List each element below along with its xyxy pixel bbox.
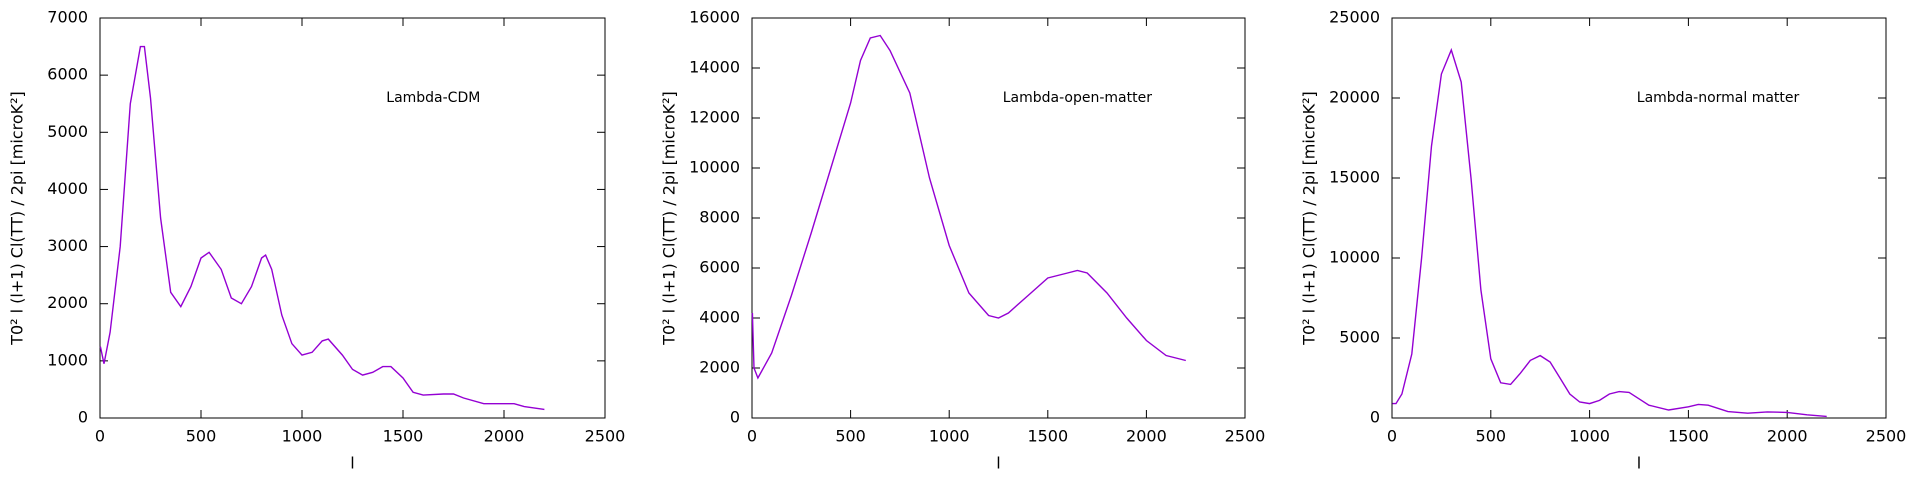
y-tick-label: 6000 [699,258,740,277]
y-axis-label: T0² l (l+1) Cl(TT) / 2pi [microK²] [660,91,679,346]
annotation: Lambda-CDM [386,90,480,106]
y-tick-label: 8000 [699,208,740,227]
y-tick-label: 15000 [1329,168,1380,187]
x-tick-label: 2500 [585,427,626,446]
y-tick-label: 14000 [689,58,740,77]
y-tick-label: 10000 [1329,248,1380,267]
x-tick-label: 2500 [1866,427,1907,446]
x-tick-label: 1500 [1027,427,1068,446]
plot-frame [1391,17,1887,419]
y-tick-label: 5000 [47,122,88,141]
y-tick-label: 1000 [47,350,88,369]
y-tick-label: 2000 [47,293,88,312]
x-tick-label: 2000 [1126,427,1167,446]
x-axis-label: l [350,454,354,473]
x-tick-label: 0 [95,427,105,446]
y-axis-label: T0² l (l+1) Cl(TT) / 2pi [microK²] [8,91,27,346]
y-tick-label: 20000 [1329,88,1380,107]
annotation: Lambda-normal matter [1637,90,1800,106]
y-tick-label: 0 [78,408,88,427]
x-tick-label: 1500 [1668,427,1709,446]
y-tick-label: 0 [730,408,740,427]
y-tick-label: 12000 [689,108,740,127]
x-tick-label: 1000 [929,427,970,446]
x-tick-label: 0 [1387,427,1397,446]
x-tick-label: 2000 [1767,427,1808,446]
annotation: Lambda-open-matter [1003,90,1152,106]
data-line [1392,47,1827,418]
y-tick-label: 6000 [47,65,88,84]
y-tick-label: 2000 [699,358,740,377]
x-tick-label: 500 [1476,427,1507,446]
x-tick-label: 0 [747,427,757,446]
y-tick-label: 3000 [47,236,88,255]
x-tick-label: 1500 [383,427,424,446]
y-axis-label: T0² l (l+1) Cl(TT) / 2pi [microK²] [1300,91,1319,346]
x-tick-label: 500 [186,427,217,446]
x-tick-label: 2000 [484,427,525,446]
data-line [99,45,545,411]
x-tick-label: 500 [835,427,866,446]
y-tick-label: 5000 [1339,328,1380,347]
x-tick-label: 2500 [1225,427,1266,446]
y-tick-label: 4000 [47,179,88,198]
x-tick-label: 1000 [282,427,323,446]
x-tick-label: 1000 [1569,427,1610,446]
y-tick-label: 0 [1370,408,1380,427]
plot-frame [751,17,1246,419]
y-tick-label: 7000 [47,8,88,27]
x-axis-label: l [1637,454,1641,473]
y-tick-label: 10000 [689,158,740,177]
x-axis-label: l [996,454,1000,473]
y-tick-label: 4000 [699,308,740,327]
y-tick-label: 16000 [689,8,740,27]
plot-frame [99,17,606,419]
y-tick-label: 25000 [1329,8,1380,27]
data-line [751,34,1186,380]
